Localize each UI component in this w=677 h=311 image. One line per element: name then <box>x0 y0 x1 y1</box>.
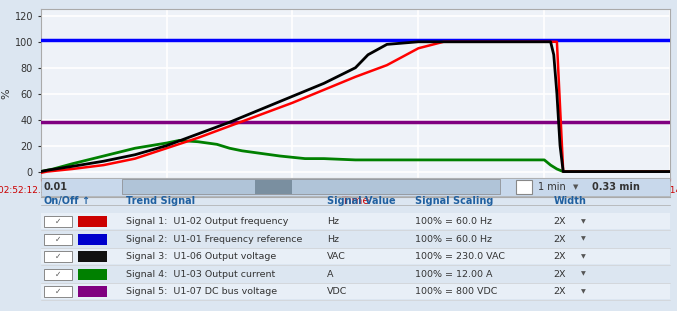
Text: 100% = 230.0 VAC: 100% = 230.0 VAC <box>415 252 505 261</box>
Text: ✓: ✓ <box>54 217 61 226</box>
Bar <box>79 216 107 227</box>
Text: VAC: VAC <box>327 252 346 261</box>
Bar <box>44 286 72 297</box>
Text: ▼: ▼ <box>581 254 586 259</box>
Bar <box>79 234 107 244</box>
Text: ✓: ✓ <box>54 234 61 244</box>
Text: 100% = 12.00 A: 100% = 12.00 A <box>415 270 493 279</box>
Y-axis label: %: % <box>2 88 12 99</box>
Bar <box>41 178 670 196</box>
Text: A: A <box>327 270 334 279</box>
Bar <box>79 286 107 297</box>
Text: ▼: ▼ <box>581 272 586 277</box>
Text: Signal 2:  U1-01 Frequency reference: Signal 2: U1-01 Frequency reference <box>126 234 302 244</box>
Text: ▼: ▼ <box>581 219 586 224</box>
Text: 100% = 60.0 Hz: 100% = 60.0 Hz <box>415 234 492 244</box>
Text: Signal 1:  U1-02 Output frequency: Signal 1: U1-02 Output frequency <box>126 217 288 226</box>
Bar <box>41 213 670 229</box>
Text: 100% = 800 VDC: 100% = 800 VDC <box>415 287 498 296</box>
Text: 2X: 2X <box>554 252 566 261</box>
Bar <box>123 179 500 194</box>
Bar <box>44 251 72 262</box>
Text: ▼: ▼ <box>581 237 586 242</box>
Text: 2X: 2X <box>554 287 566 296</box>
Text: ▼: ▼ <box>573 184 578 190</box>
Text: 0.33 min: 0.33 min <box>592 182 639 192</box>
Text: Signal 3:  U1-06 Output voltage: Signal 3: U1-06 Output voltage <box>126 252 276 261</box>
Text: Signal 4:  U1-03 Output current: Signal 4: U1-03 Output current <box>126 270 275 279</box>
Text: ✓: ✓ <box>54 270 61 279</box>
Bar <box>44 269 72 280</box>
Bar <box>41 284 670 299</box>
Text: 100% = 60.0 Hz: 100% = 60.0 Hz <box>415 217 492 226</box>
Bar <box>79 251 107 262</box>
Text: 2X: 2X <box>554 234 566 244</box>
Text: Signal Value: Signal Value <box>327 196 396 206</box>
Text: 2X: 2X <box>554 217 566 226</box>
Bar <box>255 180 292 194</box>
Text: On/Off: On/Off <box>44 196 79 206</box>
Text: 2X: 2X <box>554 270 566 279</box>
Text: Width: Width <box>554 196 587 206</box>
Text: Signal Scaling: Signal Scaling <box>415 196 494 206</box>
Bar <box>41 248 670 264</box>
Text: Hz: Hz <box>327 234 339 244</box>
Text: ✓: ✓ <box>54 252 61 261</box>
X-axis label: Time: Time <box>342 196 369 206</box>
Bar <box>79 269 107 280</box>
Text: 1 min: 1 min <box>538 182 566 192</box>
Text: ▼: ▼ <box>581 289 586 294</box>
Text: Signal 5:  U1-07 DC bus voltage: Signal 5: U1-07 DC bus voltage <box>126 287 277 296</box>
Text: ✓: ✓ <box>54 287 61 296</box>
Text: Hz: Hz <box>327 217 339 226</box>
Bar <box>44 234 72 244</box>
Text: Trend Signal: Trend Signal <box>126 196 195 206</box>
Bar <box>44 216 72 227</box>
Text: VDC: VDC <box>327 287 347 296</box>
Bar <box>516 180 531 194</box>
Text: 0.01: 0.01 <box>44 182 68 192</box>
Text: ↑: ↑ <box>81 196 89 206</box>
